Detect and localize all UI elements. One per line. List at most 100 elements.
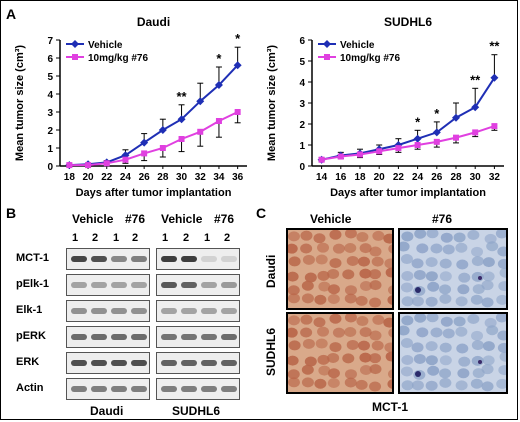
data-point-vehicle xyxy=(214,81,223,89)
ihc-cell xyxy=(400,338,413,349)
ihc-cell xyxy=(470,378,483,389)
y-tick-label: 4 xyxy=(47,90,53,101)
ihc-cell xyxy=(439,271,452,282)
ihc-cell xyxy=(318,365,331,376)
row-label: pERK xyxy=(16,330,46,342)
lane-label: 1 xyxy=(204,232,211,244)
ihc-cell xyxy=(317,270,330,281)
ihc-cell xyxy=(497,330,506,341)
blot-band xyxy=(131,360,147,366)
ihc-cell xyxy=(344,285,357,296)
ihc-cell xyxy=(427,365,440,376)
blot-band xyxy=(221,256,237,262)
ihc-cell xyxy=(344,230,357,239)
ihc-cell xyxy=(400,254,413,265)
blot-strip-daudi xyxy=(66,274,150,296)
ihc-cell xyxy=(383,233,392,244)
ihc-cell xyxy=(288,315,300,326)
ihc-cell xyxy=(430,327,443,338)
ihc-cell xyxy=(288,271,299,282)
ihc-image-sudhl6-76 xyxy=(398,312,508,394)
y-tick-label: 4 xyxy=(299,78,305,89)
x-tick-label: 22 xyxy=(393,172,405,183)
ihc-caption: MCT-1 xyxy=(372,400,408,414)
ihc-cell xyxy=(430,243,443,254)
ihc-cell xyxy=(344,377,357,388)
ihc-cell xyxy=(300,243,313,254)
series-line-drug xyxy=(321,125,495,161)
ihc-col-vehicle: Vehicle xyxy=(310,212,352,226)
blot-band xyxy=(201,308,217,314)
ihc-cell xyxy=(346,339,359,350)
ihc-cell xyxy=(302,254,315,265)
y-tick-label: 2 xyxy=(299,120,305,131)
x-tick-label: 26 xyxy=(431,172,443,183)
group-76-daudi: #76 xyxy=(125,212,146,226)
ihc-cell xyxy=(482,257,495,268)
lane-label: 2 xyxy=(183,232,190,244)
ihc-cell xyxy=(356,316,369,327)
blot-band xyxy=(71,256,87,262)
data-point-drug xyxy=(85,162,92,169)
data-point-vehicle xyxy=(413,134,422,143)
blot-strip-daudi xyxy=(66,352,150,374)
ihc-cell xyxy=(471,340,484,351)
ihc-cell xyxy=(455,326,468,337)
blot-band xyxy=(161,360,177,366)
ihc-cell-texture xyxy=(288,230,392,308)
ihc-cell xyxy=(467,230,480,240)
data-point-vehicle xyxy=(140,138,149,147)
lane-label: 1 xyxy=(162,232,169,244)
blot-strip-sudhl6 xyxy=(156,300,240,322)
ihc-cell xyxy=(288,293,300,304)
ihc-cell xyxy=(440,232,453,243)
y-axis-label: Mean tumor size (cm³) xyxy=(266,45,278,161)
ihc-cell xyxy=(497,258,506,269)
blot-band xyxy=(161,282,177,288)
ihc-cell xyxy=(301,364,314,375)
ihc-cell xyxy=(313,233,326,244)
blot-strip-daudi xyxy=(66,300,150,322)
ihc-cell xyxy=(359,352,372,363)
ihc-cell xyxy=(497,342,506,353)
ihc-cell xyxy=(467,314,480,324)
ihc-cell xyxy=(357,256,370,267)
x-tick-label: 24 xyxy=(120,172,132,183)
group-vehicle-sudhl6: Vehicle xyxy=(161,212,203,226)
ihc-cell xyxy=(301,293,314,304)
ihc-cell xyxy=(497,246,506,257)
ihc-cell xyxy=(346,255,359,266)
legend-label: 10mg/kg #76 xyxy=(88,53,148,64)
ihc-cell xyxy=(481,280,494,291)
blot-band xyxy=(161,386,177,392)
data-point-drug xyxy=(66,162,73,169)
ihc-cell xyxy=(356,232,369,243)
blot-band xyxy=(201,386,217,392)
ihc-cell xyxy=(359,268,372,279)
data-point-drug xyxy=(472,129,479,136)
ihc-image-daudi-76 xyxy=(398,228,508,310)
blot-band xyxy=(111,282,127,288)
ihc-cell xyxy=(388,328,392,338)
x-tick-label: 18 xyxy=(64,172,76,183)
blot-band xyxy=(181,360,197,366)
blot-band xyxy=(221,386,237,392)
blot-band xyxy=(71,360,87,366)
data-point-drug xyxy=(357,151,363,158)
blot-band xyxy=(91,282,107,288)
data-point-drug xyxy=(141,150,148,157)
ihc-cell xyxy=(342,269,355,280)
ihc-row-daudi: Daudi xyxy=(264,254,278,288)
ihc-cell xyxy=(288,327,298,338)
significance-mark: ** xyxy=(470,72,481,87)
ihc-cell xyxy=(329,258,342,269)
ihc-cell xyxy=(425,341,438,352)
data-point-drug xyxy=(215,118,222,124)
blot-band xyxy=(181,334,197,340)
ihc-cell xyxy=(411,258,424,269)
western-blot-panel: Vehicle #76 Vehicle #76 1 2 1 2 1 2 1 2 … xyxy=(14,208,254,418)
ihc-cell xyxy=(301,377,314,388)
blot-band xyxy=(131,308,147,314)
ihc-panel: Vehicle #76 Daudi SUDHL6 MCT-1 xyxy=(262,208,514,418)
ihc-cell xyxy=(385,351,392,362)
